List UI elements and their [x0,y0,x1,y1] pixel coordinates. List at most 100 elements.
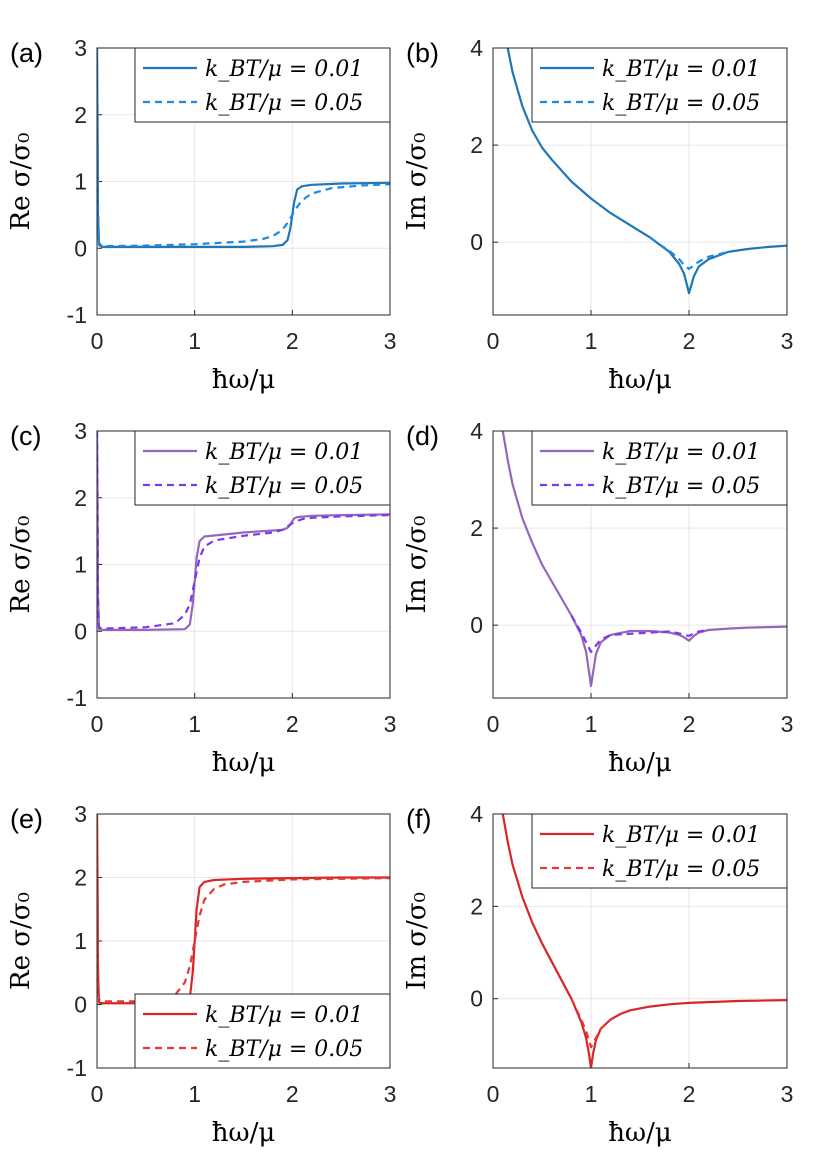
y-axis-label: Im σ/σ₀ [402,133,432,231]
series-group [506,48,787,295]
x-axis-label: ħω/μ [212,365,276,395]
legend-label-2: k_BT/μ = 0.05 [205,1037,363,1062]
legend: k_BT/μ = 0.01 k_BT/μ = 0.05 [531,430,788,506]
x-tick-label: 2 [683,328,696,354]
y-tick-label: 0 [470,229,483,255]
series-line-1 [97,48,390,248]
legend-box [531,430,788,506]
y-tick-label: 0 [74,992,87,1018]
x-tick-label: 2 [286,1081,299,1107]
y-axis-label: Re σ/σ₀ [6,133,36,231]
x-tick-label: 3 [384,1081,397,1107]
panel-f: 0 1 2 3 0 2 4 k_BT/μ = 0.01 k_BT/μ = 0.05 (f) ħω/μ… [402,801,793,1148]
x-tick-label: 1 [585,1081,598,1107]
x-axis-label: ħω/μ [608,365,672,395]
x-tick-label: 3 [781,711,794,737]
y-tick-label: 1 [74,928,87,954]
x-tick-label: 1 [188,1081,201,1107]
legend-box [134,430,391,506]
y-tick-label: 4 [470,801,483,827]
x-tick-label: 1 [585,711,598,737]
series-line-2 [570,998,621,1049]
x-axis-label: ħω/μ [212,1118,276,1148]
legend-label-2: k_BT/μ = 0.05 [205,474,363,499]
x-tick-label: 1 [188,711,201,737]
x-tick-label: 0 [91,328,104,354]
y-tick-label: -1 [67,302,87,328]
legend-box [531,47,788,123]
y-tick-label: 0 [74,618,87,644]
y-tick-label: 2 [470,893,483,919]
x-tick-label: 0 [487,711,500,737]
legend: k_BT/μ = 0.01 k_BT/μ = 0.05 [531,47,788,123]
legend-label-1: k_BT/μ = 0.01 [602,57,760,82]
x-axis-label: ħω/μ [608,1118,672,1148]
series-line-2 [97,48,390,248]
x-tick-label: 0 [487,328,500,354]
legend-label-1: k_BT/μ = 0.01 [602,440,760,465]
series-group [501,814,787,1068]
legend-label-2: k_BT/μ = 0.05 [602,857,760,882]
panel-label: (d) [406,421,439,451]
legend-label-1: k_BT/μ = 0.01 [205,1003,363,1028]
y-tick-label: 3 [74,35,87,61]
series-group [97,48,390,248]
y-axis-label: Re σ/σ₀ [6,516,36,614]
y-tick-label: 2 [470,515,483,541]
x-axis-label: ħω/μ [608,748,672,778]
series-line-2 [97,814,390,1003]
panel-label: (a) [10,38,43,68]
y-tick-label: -1 [67,1055,87,1081]
x-tick-label: 3 [781,328,794,354]
y-tick-label: -1 [67,685,87,711]
legend-label-1: k_BT/μ = 0.01 [205,440,363,465]
legend: k_BT/μ = 0.01 k_BT/μ = 0.05 [134,993,391,1069]
y-tick-label: 3 [74,418,87,444]
y-tick-label: 1 [74,552,87,578]
y-axis-label: Im σ/σ₀ [402,892,432,990]
y-tick-label: 3 [74,801,87,827]
y-tick-label: 2 [74,485,87,511]
x-tick-label: 2 [683,711,696,737]
y-axis-label: Im σ/σ₀ [402,516,432,614]
x-tick-label: 2 [286,328,299,354]
x-tick-label: 1 [188,328,201,354]
panel-label: (f) [406,804,431,834]
series-line-1 [501,814,787,1068]
panel-label: (e) [10,804,43,834]
series-group [97,431,390,632]
x-tick-label: 0 [91,711,104,737]
legend: k_BT/μ = 0.01 k_BT/μ = 0.05 [134,47,391,123]
x-tick-label: 3 [781,1081,794,1107]
legend-box [134,993,391,1069]
y-tick-label: 2 [74,865,87,891]
x-tick-label: 1 [585,328,598,354]
series-group [501,431,787,688]
series-line-1 [97,431,390,632]
legend-label-1: k_BT/μ = 0.01 [602,823,760,848]
y-tick-label: 2 [74,102,87,128]
legend-label-2: k_BT/μ = 0.05 [602,91,760,116]
panel-label: (b) [406,38,439,68]
legend-label-2: k_BT/μ = 0.05 [205,91,363,116]
x-tick-label: 3 [384,711,397,737]
x-axis-label: ħω/μ [212,748,276,778]
y-tick-label: 4 [470,418,483,444]
x-tick-label: 0 [487,1081,500,1107]
x-tick-label: 2 [683,1081,696,1107]
y-tick-label: 0 [470,986,483,1012]
x-tick-label: 3 [384,328,397,354]
legend-box [134,47,391,123]
series-group [97,814,390,1005]
y-tick-label: 0 [74,235,87,261]
legend: k_BT/μ = 0.01 k_BT/μ = 0.05 [531,813,788,889]
series-line-2 [649,236,729,270]
y-tick-label: 4 [470,35,483,61]
panel-label: (c) [10,421,41,451]
legend: k_BT/μ = 0.01 k_BT/μ = 0.05 [134,430,391,506]
legend-label-2: k_BT/μ = 0.05 [602,474,760,499]
